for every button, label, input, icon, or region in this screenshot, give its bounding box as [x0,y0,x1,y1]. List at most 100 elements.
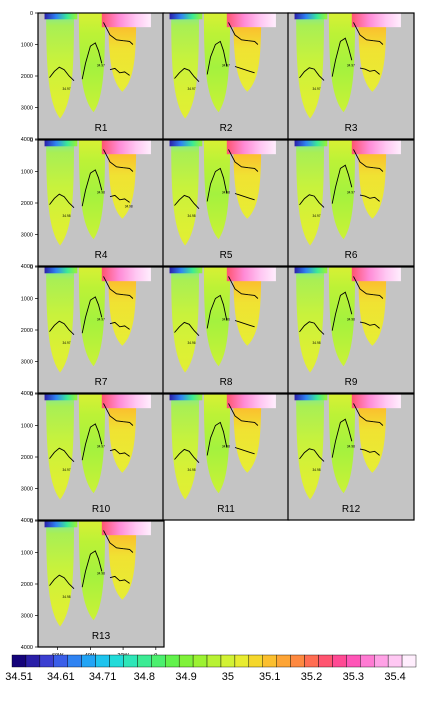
y-tick-label: 2000 [21,74,33,80]
panel-label: R2 [220,123,233,134]
surface-low-salinity-field [170,394,203,400]
contour-label: 34.97 [97,445,105,449]
panel-label: R4 [95,250,108,261]
y-tick-label: 0 [30,138,33,144]
surface-high-salinity-field [102,394,151,408]
surface-low-salinity-field [45,267,78,273]
panel-r11: 34.9834.98R11 [163,394,289,520]
surface-high-salinity-field [227,267,276,281]
surface-low-salinity-field [170,13,203,19]
panel-r9: 34.9834.98R9 [288,267,414,393]
colorbar-swatch [82,655,96,667]
y-tick-label: 3000 [21,360,33,366]
y-tick-label: 2000 [21,582,33,588]
colorbar-swatch [110,655,124,667]
surface-high-salinity-field [102,521,151,535]
contour-label: 34.98 [63,595,71,599]
surface-high-salinity-field [227,394,276,408]
contour-label: 34.98 [188,468,196,472]
colorbar-swatch [193,655,207,667]
contour-label: 34.98 [97,572,105,576]
y-tick-label: 3000 [21,106,33,112]
colorbar-label: 35.4 [384,671,405,683]
surface-high-salinity-field [227,13,276,27]
colorbar-swatch [263,655,277,667]
contour-label: 34.97 [63,87,71,91]
contour-label: 34.98 [347,318,355,322]
contour-label: 34.98 [97,191,105,195]
y-tick-label: 1000 [21,551,33,557]
surface-low-salinity-field [45,394,78,400]
y-tick-label: 1000 [21,170,33,176]
contour-label: 34.97 [97,318,105,322]
surface-low-salinity-field [45,521,78,527]
y-tick-label: 3000 [21,233,33,239]
colorbar-swatch [305,655,319,667]
contour-label: 34.98 [347,445,355,449]
panel-r6: 34.97 34.97 R6 [288,140,414,266]
panel-label: R13 [92,631,111,642]
panel-label: R10 [92,504,111,515]
contour-label: 34.97 [313,214,321,218]
panel-label: R6 [345,250,358,261]
colorbar-swatch [68,655,82,667]
colorbar-swatch [54,655,68,667]
surface-high-salinity-field [102,13,151,27]
surface-high-salinity-field [352,267,401,281]
colorbar-swatch [249,655,263,667]
panel-label: R8 [220,377,233,388]
surface-low-salinity-field [295,13,328,19]
colorbar-label: 34.8 [134,671,155,683]
y-tick-label: 4000 [21,645,33,651]
panel-label: R7 [95,377,108,388]
contour-label: 34.97 [313,87,321,91]
colorbar: 34.51 34.61 34.71 34.8 34.9 35 35.1 35.2 35.3 35.… [5,655,416,683]
panel-r10: 34.97 34.97 R10 0 1000 2000 3000 4000 [21,392,164,524]
colorbar-label: 35.3 [343,671,364,683]
surface-low-salinity-field [45,140,78,146]
y-tick-label: 0 [30,519,33,525]
contour-label: 34.97 [347,64,355,68]
y-tick-label: 2000 [21,201,33,207]
y-tick-label: 1000 [21,43,33,49]
colorbar-swatch [360,655,374,667]
colorbar-label: 34.9 [175,671,196,683]
panel-r4: 34.9834.9834.98R401000200030004000 [21,138,164,270]
panel-label: R3 [345,123,358,134]
colorbar-swatch [179,655,193,667]
contour-label: 34.97 [63,468,71,472]
colorbar-label: 35.1 [259,671,280,683]
y-tick-label: 2000 [21,328,33,334]
contour-label: 34.98 [188,214,196,218]
contour-label: 34.97 [63,341,71,345]
panel-label: R1 [95,123,108,134]
colorbar-swatch [318,655,332,667]
colorbar-label: 34.51 [5,671,33,683]
colorbar-swatch [402,655,416,667]
contour-label: 34.96 [188,341,196,345]
panel-r2: 34.9734.97R2 [163,13,289,139]
contour-label: 34.97 [347,191,355,195]
panels-layer: 34.9734.97R10100020003000400034.9734.97R… [21,11,414,659]
surface-high-salinity-field [102,267,151,281]
contour-label: 34.96 [222,318,230,322]
panel-r1: 34.9734.97R101000200030004000 [21,11,164,143]
y-tick-label: 0 [30,265,33,271]
colorbar-label: 35.2 [301,671,322,683]
surface-low-salinity-field [45,13,78,19]
contour-label: 34.98 [313,468,321,472]
colorbar-swatch [235,655,249,667]
colorbar-swatch [151,655,165,667]
colorbar-swatch [165,655,179,667]
colorbar-swatch [12,655,26,667]
contour-label: 34.98 [222,445,230,449]
colorbar-label: 34.61 [47,671,75,683]
contour-label: 34.98 [63,214,71,218]
panel-r5: 34.9834.98R5 [163,140,289,266]
colorbar-label: 34.71 [89,671,117,683]
contour-label: 34.97 [188,87,196,91]
colorbar-swatch [346,655,360,667]
surface-high-salinity-field [227,140,276,154]
colorbar-swatch [388,655,402,667]
